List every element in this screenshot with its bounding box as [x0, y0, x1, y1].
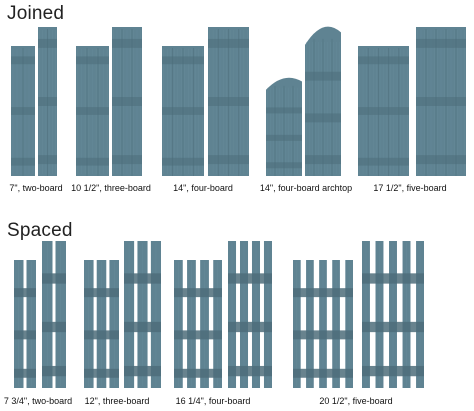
caption-joined-five-board: 17 1/2", five-board	[373, 183, 447, 193]
shutter-spaced-five-tall	[362, 241, 424, 388]
shutter-joined-three-tall	[112, 27, 142, 176]
shutter-joined-archtop-short	[266, 77, 302, 176]
shutter-spaced-two-short	[14, 260, 36, 388]
caption-spaced-five-board: 20 1/2", five-board	[319, 396, 393, 406]
caption-joined-two-board: 7", two-board	[9, 183, 63, 193]
caption-joined-four-board: 14", four-board	[173, 183, 233, 193]
shutter-spaced-four-short	[174, 260, 222, 388]
shutter-spaced-four-tall	[228, 241, 272, 388]
caption-spaced-two-board: 7 3/4", two-board	[3, 396, 73, 406]
shutter-spaced-two-tall	[42, 241, 66, 388]
caption-spaced-four-board: 16 1/4", four-board	[175, 396, 251, 406]
shutter-joined-two-short	[11, 46, 35, 176]
shutter-joined-archtop-tall	[305, 26, 341, 177]
shutter-joined-four-short	[162, 46, 204, 176]
shutter-spaced-five-short	[293, 260, 353, 388]
shutter-joined-five-tall	[416, 27, 466, 176]
shutter-joined-five-short	[358, 46, 409, 176]
caption-joined-four-board-archtop: 14", four-board archtop	[259, 183, 353, 193]
shutter-joined-three-short	[76, 46, 109, 176]
shutter-spaced-three-tall	[124, 241, 161, 388]
shutter-spaced-three-short	[84, 260, 119, 388]
section-title-spaced: Spaced	[7, 220, 73, 241]
caption-spaced-three-board: 12", three-board	[84, 396, 150, 406]
section-title-joined: Joined	[7, 3, 65, 24]
shutter-joined-four-tall	[208, 27, 249, 176]
shutter-joined-two-tall	[38, 27, 57, 176]
caption-joined-three-board: 10 1/2", three-board	[71, 183, 151, 193]
